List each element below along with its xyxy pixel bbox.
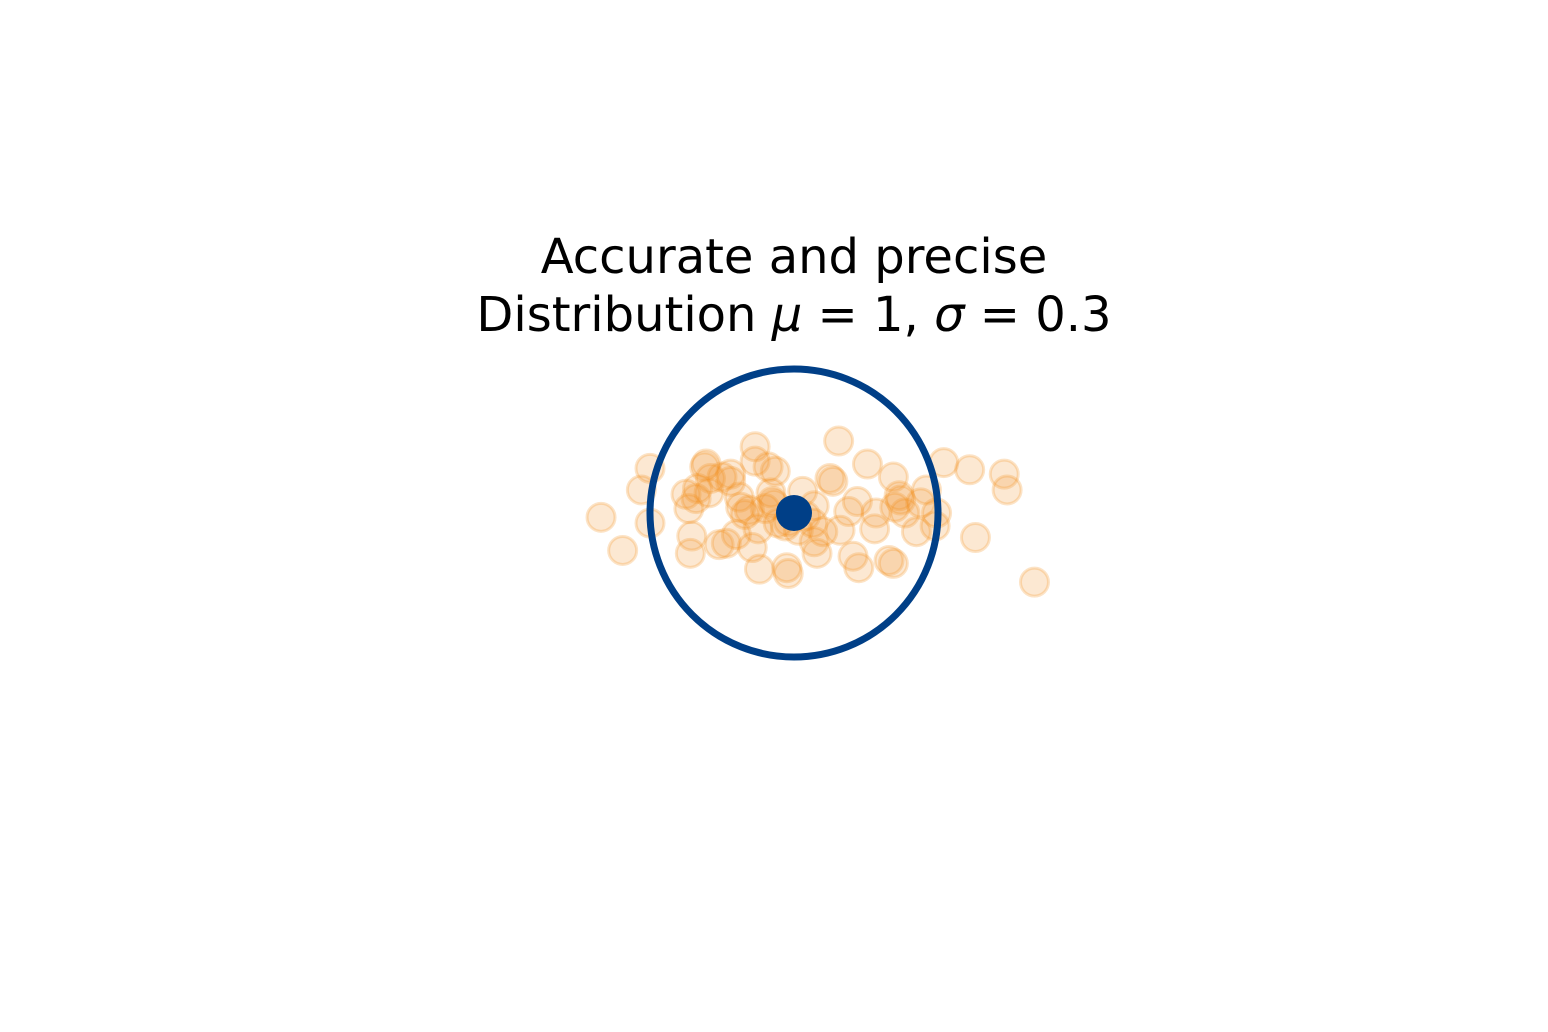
scatter-point-61 [877,547,909,579]
scatter-point-50 [817,465,849,497]
scatter-point-48 [807,516,839,548]
scatter-point-58 [859,513,891,545]
scatter-point-21 [723,481,755,513]
title-separator: , [904,287,935,343]
scatter-point-39 [771,552,803,584]
scatter-point-52 [824,514,856,546]
scatter-point-27 [739,445,771,477]
scatter-point-1 [607,534,639,566]
scatter-point-22 [725,491,757,523]
scatter-point-57 [851,448,883,480]
scatter-point-35 [759,455,791,487]
scatter-point-63 [879,491,911,523]
scatter-point-40 [772,557,804,589]
scatter-point-11 [689,451,721,483]
chart-title-line-1: Accurate and precise [541,229,1047,285]
scatter-point-56 [843,552,875,584]
scatter-point-62 [877,461,909,493]
scatter-point-75 [988,458,1020,490]
scatter-point-59 [860,497,892,529]
scatter-point-9 [680,483,712,515]
sigma-value: 0.3 [1035,287,1111,343]
scatter-point-76 [991,474,1023,506]
scatter-point-8 [676,520,708,552]
scatter-point-47 [801,537,833,569]
scatter-point-55 [841,485,873,517]
scatter-point-31 [752,451,784,483]
chart-title-line-2: Distribution μ = 1, σ = 0.3 [476,287,1111,343]
scatter-point-32 [755,477,787,509]
scatter-point-66 [889,497,921,529]
scatter-point-60 [873,545,905,577]
scatter-point-46 [798,526,830,558]
sigma-symbol: σ [934,287,966,343]
scatter-point-20 [720,519,752,551]
scatter-point-0 [585,501,617,533]
mu-value: 1 [873,287,904,343]
scatter-point-14 [694,462,726,494]
scatter-point-10 [682,473,714,505]
scatter-point-16 [706,461,738,493]
title-prefix: Distribution [476,287,771,343]
scatter-point-12 [690,448,722,480]
mu-symbol: μ [771,287,803,343]
sigma-equals: = [964,287,1035,343]
scatter-point-24 [733,494,765,526]
scatter-point-51 [823,425,855,457]
scatter-point-54 [837,540,869,572]
scatter-point-28 [742,513,774,545]
plot-area [585,365,1050,661]
scatter-point-5 [670,478,702,510]
scatter-point-67 [900,516,932,548]
scatter-point-7 [674,537,706,569]
scatter-point-23 [729,498,761,530]
scatter-point-15 [703,529,735,561]
scatter-point-18 [715,458,747,490]
scatter-point-74 [954,454,986,486]
target-ring [646,365,942,661]
mu-equals: = [802,287,873,343]
target-center-marker [776,495,812,531]
scatter-point-49 [814,462,846,494]
scatter-point-73 [959,521,991,553]
scatter-point-17 [710,527,742,559]
scatter-point-53 [833,496,865,528]
scatter-point-77 [1018,566,1050,598]
scatter-point-65 [885,484,917,516]
scatter-point-19 [715,465,747,497]
scatter-point-29 [743,553,775,585]
scatter-point-64 [883,480,915,512]
scatter-point-25 [736,532,768,564]
scatter-point-26 [739,431,771,463]
scatter-point-6 [673,493,705,525]
scatter-point-13 [693,477,725,509]
